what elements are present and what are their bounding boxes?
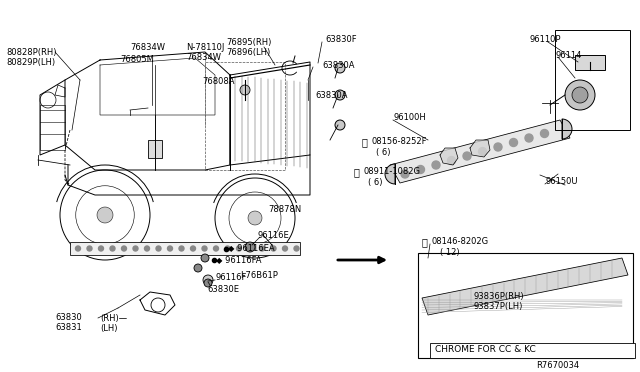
Circle shape [194,264,202,272]
Circle shape [541,129,548,138]
Circle shape [525,134,533,142]
Circle shape [97,207,113,223]
Text: Ⓑ: Ⓑ [362,137,368,147]
Text: 96150U: 96150U [545,177,577,186]
Bar [40,105,65,150]
Circle shape [282,246,287,251]
Circle shape [335,120,345,130]
Circle shape [245,242,255,252]
Circle shape [494,143,502,151]
Circle shape [271,246,276,251]
Text: 63830F: 63830F [325,35,356,45]
Circle shape [294,246,299,251]
Bar [205,62,285,170]
Bar [575,55,605,70]
Circle shape [145,246,150,251]
Text: 08146-8202G: 08146-8202G [432,237,489,247]
Text: 08156-8252F: 08156-8252F [372,138,428,147]
Text: 78878N: 78878N [268,205,301,215]
Text: CHROME FOR CC & KC: CHROME FOR CC & KC [435,346,536,355]
Text: ( 6): ( 6) [368,179,383,187]
Text: N-78110J: N-78110J [186,44,225,52]
Circle shape [110,246,115,251]
Circle shape [248,211,262,225]
Circle shape [479,148,486,155]
Circle shape [248,246,253,251]
Circle shape [156,246,161,251]
Circle shape [572,87,588,103]
Text: ( 12): ( 12) [440,248,460,257]
Text: 63830A: 63830A [322,61,355,70]
Text: 76808A: 76808A [202,77,234,87]
Circle shape [191,246,195,251]
Circle shape [204,279,212,287]
Text: 96114: 96114 [555,51,581,60]
Circle shape [122,246,127,251]
Circle shape [133,246,138,251]
Text: 63830A: 63830A [315,90,348,99]
Text: ◆ 96116FA: ◆ 96116FA [216,256,262,264]
Text: 63831: 63831 [55,324,82,333]
Circle shape [565,80,595,110]
Text: 76896(LH): 76896(LH) [226,48,270,57]
Circle shape [76,246,81,251]
Circle shape [240,85,250,95]
Bar [70,242,300,255]
Text: ◆ 96116EA: ◆ 96116EA [228,244,275,253]
Circle shape [202,246,207,251]
Circle shape [214,246,218,251]
Circle shape [447,157,456,164]
Wedge shape [385,164,395,184]
Bar [555,30,630,130]
Circle shape [237,246,241,251]
Bar [430,343,635,358]
Bar [148,140,162,158]
Circle shape [417,166,424,173]
Text: 93837P(LH): 93837P(LH) [473,302,522,311]
Circle shape [432,161,440,169]
Circle shape [99,246,104,251]
Circle shape [179,246,184,251]
Text: 96100H: 96100H [393,113,426,122]
Circle shape [203,275,213,285]
Text: 76895(RH): 76895(RH) [226,38,271,46]
Circle shape [335,63,345,73]
Text: 80828P(RH): 80828P(RH) [6,48,56,57]
Text: 93836P(RH): 93836P(RH) [473,292,524,301]
Circle shape [168,246,173,251]
Polygon shape [470,140,490,157]
Circle shape [509,138,518,147]
Text: (LH): (LH) [100,324,118,333]
Wedge shape [562,119,572,139]
Polygon shape [422,258,628,315]
Polygon shape [390,120,570,183]
Text: 08911-1082G: 08911-1082G [364,167,421,176]
Text: (RH)—: (RH)— [100,314,127,323]
Text: 80829P(LH): 80829P(LH) [6,58,55,67]
Text: 76834W: 76834W [186,54,221,62]
Text: 63830E: 63830E [207,285,239,295]
Text: I-76B61P: I-76B61P [240,270,278,279]
Text: 96116E: 96116E [258,231,290,240]
Circle shape [87,246,92,251]
Circle shape [401,170,409,178]
Text: Ⓑ: Ⓑ [422,237,428,247]
Bar [418,253,633,358]
Circle shape [201,254,209,262]
Circle shape [335,90,345,100]
Text: 96116F: 96116F [215,273,246,282]
Text: Ⓝ: Ⓝ [354,167,360,177]
Text: 76834W: 76834W [130,44,165,52]
Circle shape [225,246,230,251]
Polygon shape [440,148,458,165]
Text: 96110P: 96110P [530,35,561,45]
Text: 76805M: 76805M [120,55,154,64]
Circle shape [463,152,471,160]
Text: 63830: 63830 [55,314,82,323]
Circle shape [259,246,264,251]
Text: ( 6): ( 6) [376,148,390,157]
Text: R7670034: R7670034 [536,360,579,369]
